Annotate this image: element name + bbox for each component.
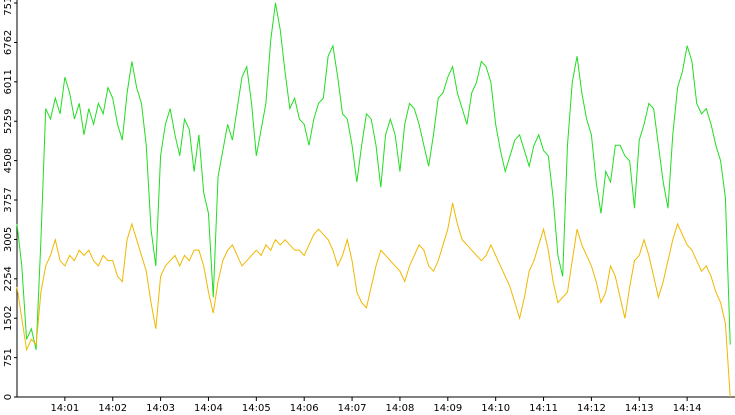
x-tick-label: 14:10 — [481, 403, 510, 414]
x-tick-label: 14:14 — [673, 403, 702, 414]
y-tick-label: 3757 — [3, 187, 14, 212]
y-tick-label: 3005 — [3, 227, 14, 252]
x-tick-label: 14:11 — [529, 403, 558, 414]
x-tick-label: 14:02 — [98, 403, 127, 414]
y-tick-label: 4508 — [3, 148, 14, 173]
x-tick-label: 14:13 — [625, 403, 654, 414]
y-tick-label: 751 — [3, 348, 14, 367]
x-tick-label: 14:06 — [290, 403, 319, 414]
x-tick-label: 14:08 — [386, 403, 415, 414]
x-tick-label: 14:07 — [338, 403, 367, 414]
y-tick-label: 5259 — [3, 109, 14, 134]
y-tick-label: 6762 — [3, 30, 14, 55]
x-tick-label: 14:05 — [242, 403, 271, 414]
y-tick-label: 2254 — [3, 266, 14, 291]
x-tick-label: 14:03 — [146, 403, 175, 414]
series-line — [16, 202, 731, 398]
series-line — [16, 2, 731, 350]
y-tick-label: 7514 — [3, 0, 14, 16]
y-tick-label: 0 — [3, 394, 14, 400]
x-tick-label: 14:12 — [577, 403, 606, 414]
x-tick-label: 14:04 — [194, 403, 223, 414]
x-tick-label: 14:09 — [433, 403, 462, 414]
y-tick-label: 1502 — [3, 306, 14, 331]
y-tick-label: 6011 — [3, 69, 14, 94]
x-tick-label: 14:01 — [50, 403, 79, 414]
